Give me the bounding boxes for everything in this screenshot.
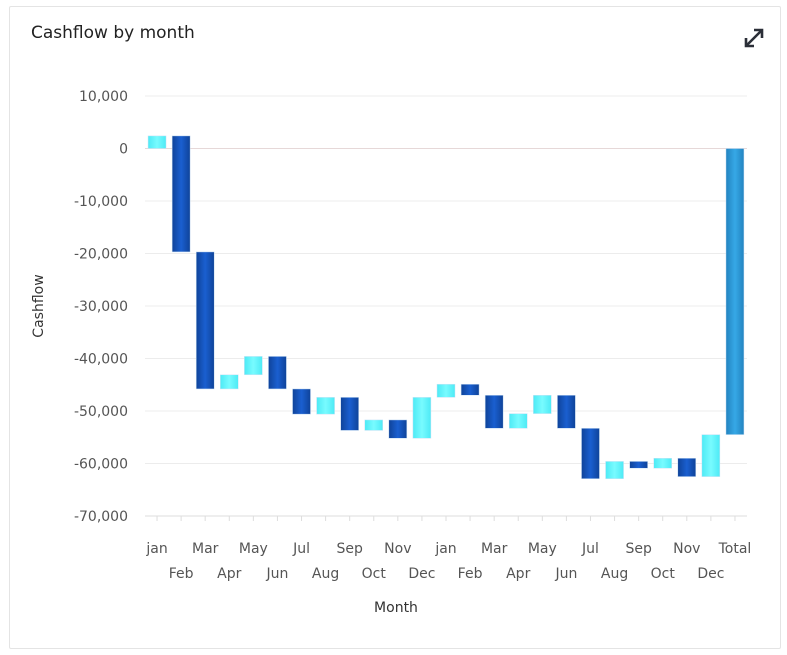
x-tick-label: Aug <box>601 566 628 582</box>
bar-jun-17[interactable] <box>557 395 576 429</box>
y-axis-label: Cashflow <box>31 274 47 337</box>
bar-jul-18[interactable] <box>581 428 600 479</box>
bar-jan-12[interactable] <box>436 383 456 398</box>
bar-aug-7[interactable] <box>316 397 335 415</box>
y-tick-label: -20,000 <box>74 247 128 263</box>
bar-jul-6[interactable] <box>292 388 311 415</box>
y-tick-label: -50,000 <box>74 404 128 420</box>
chart-title: Cashflow by month <box>31 23 195 43</box>
bar-jan-0[interactable] <box>147 135 167 149</box>
bar-may-16[interactable] <box>533 395 552 414</box>
x-tick-label: Oct <box>362 566 387 582</box>
bar-jun-5[interactable] <box>268 356 287 390</box>
bar-may-4[interactable] <box>244 356 263 376</box>
x-tick-label: jan <box>145 541 167 557</box>
bar-dec-23[interactable] <box>701 434 721 477</box>
expand-arrows-icon[interactable] <box>740 24 768 52</box>
x-tick-label: Nov <box>673 541 700 557</box>
x-tick-label: Mar <box>481 541 508 557</box>
x-tick-label: Jun <box>554 566 577 582</box>
chart-card: Cashflow by month <box>9 6 781 649</box>
bar-total-24[interactable] <box>725 148 745 435</box>
bar-mar-14[interactable] <box>484 395 504 429</box>
y-tick-label: -30,000 <box>74 299 128 315</box>
bar-oct-21[interactable] <box>653 458 672 469</box>
x-tick-label: Dec <box>697 566 724 582</box>
x-tick-label: jan <box>434 541 456 557</box>
x-tick-label: Sep <box>625 541 652 557</box>
bar-apr-3[interactable] <box>220 374 239 390</box>
bar-feb-1[interactable] <box>171 135 191 253</box>
x-tick-label: Feb <box>169 566 194 582</box>
x-tick-label: May <box>239 541 268 557</box>
bar-nov-10[interactable] <box>388 419 408 439</box>
x-tick-label: May <box>528 541 557 557</box>
x-tick-label: Apr <box>506 566 530 582</box>
y-tick-label: 0 <box>119 142 128 158</box>
bar-mar-2[interactable] <box>195 251 215 390</box>
x-tick-label: Jun <box>266 566 289 582</box>
x-tick-label: Jul <box>581 541 599 557</box>
y-tick-label: -60,000 <box>74 457 128 473</box>
x-tick-label: Jul <box>292 541 310 557</box>
x-axis-label: Month <box>374 600 418 616</box>
x-tick-label: Feb <box>458 566 483 582</box>
y-tick-label: 10,000 <box>79 89 128 105</box>
bar-apr-15[interactable] <box>508 413 528 429</box>
bar-aug-19[interactable] <box>605 461 624 479</box>
bar-feb-13[interactable] <box>460 383 480 396</box>
x-tick-label: Aug <box>312 566 339 582</box>
bar-sep-20[interactable] <box>629 461 648 469</box>
bar-nov-22[interactable] <box>677 458 697 477</box>
bar-dec-11[interactable] <box>412 397 432 439</box>
x-tick-label: Apr <box>217 566 241 582</box>
y-tick-label: -70,000 <box>74 509 128 525</box>
x-tick-label: Nov <box>384 541 411 557</box>
x-tick-label: Mar <box>192 541 219 557</box>
bar-sep-8[interactable] <box>340 397 359 431</box>
x-tick-label: Sep <box>336 541 363 557</box>
x-tick-label: Oct <box>651 566 676 582</box>
x-tick-label: Dec <box>408 566 435 582</box>
bar-oct-9[interactable] <box>364 419 384 431</box>
x-tick-label: Total <box>718 541 752 557</box>
y-tick-label: -40,000 <box>74 352 128 368</box>
y-tick-label: -10,000 <box>74 194 128 210</box>
